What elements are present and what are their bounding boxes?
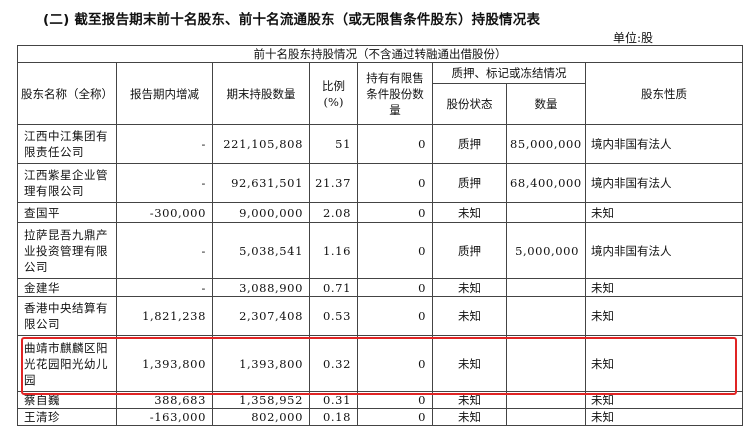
table-cell-nature: 未知 [585, 278, 743, 297]
header-change: 报告期内增减 [116, 62, 213, 125]
table-cell-status: 未知 [432, 335, 507, 392]
table-cell-nature: 未知 [585, 202, 743, 223]
table-cell-holding: 1,393,800 [212, 335, 310, 392]
table-cell-nature: 境内非国有法人 [585, 124, 743, 164]
table-cell-change: - [116, 124, 213, 164]
table-cell-ratio: 1.16 [309, 222, 358, 279]
header-pledge-status: 股份状态 [432, 83, 507, 125]
table-cell-ratio: 21.37 [309, 163, 358, 203]
shareholders-table: 前十名股东持股情况（不含通过转融通出借股份） 股东名称（全称） 报告期内增减 期… [17, 45, 743, 426]
table-cell-change: -163,000 [116, 408, 213, 426]
table-cell-ratio: 0.32 [309, 335, 358, 392]
table-cell-name: 查国平 [17, 202, 117, 223]
table-cell-name: 拉萨昆吾九鼎产业投资管理有限公司 [17, 222, 117, 279]
table-cell-nature: 未知 [585, 335, 743, 392]
table-cell-qty [506, 408, 586, 426]
table-row: 拉萨昆吾九鼎产业投资管理有限公司 -5,038,541 1.16 0 质押 5,000,0… [17, 222, 743, 279]
table-cell-change: 388,683 [116, 391, 213, 409]
table-cell-holding: 9,000,000 [212, 202, 310, 223]
table-cell-restricted: 0 [357, 391, 433, 409]
header-pledge-group: 质押、标记或冻结情况 [432, 62, 586, 84]
table-cell-ratio: 0.53 [309, 296, 358, 336]
table-cell-status: 未知 [432, 296, 507, 336]
table-cell-change: - [116, 163, 213, 203]
table-cell-nature: 未知 [585, 408, 743, 426]
table-cell-restricted: 0 [357, 124, 433, 164]
table-body: 江西中江集团有限责任公司 -221,105,808 51 0 质押 85,000,000 境… [17, 124, 743, 426]
header-name: 股东名称（全称） [17, 62, 117, 125]
table-cell-name: 江西中江集团有限责任公司 [17, 124, 117, 164]
table-cell-qty [506, 278, 586, 297]
table-cell-nature: 未知 [585, 296, 743, 336]
table-row: 蔡自巍 388,683 1,358,952 0.31 0 未知 未知 [17, 391, 743, 409]
table-cell-status: 未知 [432, 408, 507, 426]
header-restricted: 持有有限售条件股份数量 [357, 62, 433, 125]
table-cell-status: 质押 [432, 124, 507, 164]
header-holding: 期末持股数量 [212, 62, 310, 125]
table-caption: 前十名股东持股情况（不含通过转融通出借股份） [17, 45, 743, 63]
table-cell-qty [506, 202, 586, 223]
table-cell-qty [506, 391, 586, 409]
table-cell-nature: 境内非国有法人 [585, 222, 743, 279]
table-cell-holding: 2,307,408 [212, 296, 310, 336]
table-cell-ratio: 0.71 [309, 278, 358, 297]
table-cell-restricted: 0 [357, 222, 433, 279]
table-cell-holding: 221,105,808 [212, 124, 310, 164]
table-cell-change: 1,821,238 [116, 296, 213, 336]
table-cell-name: 曲靖市麒麟区阳光花园阳光幼儿园 [17, 335, 117, 392]
table-cell-ratio: 2.08 [309, 202, 358, 223]
table-cell-restricted: 0 [357, 278, 433, 297]
table-cell-holding: 3,088,900 [212, 278, 310, 297]
table-cell-nature: 境内非国有法人 [585, 163, 743, 203]
table-cell-status: 质押 [432, 222, 507, 279]
table-cell-name: 江西紫星企业管理有限公司 [17, 163, 117, 203]
table-cell-ratio: 0.31 [309, 391, 358, 409]
header-ratio: 比例(%) [309, 62, 358, 125]
table-cell-status: 未知 [432, 391, 507, 409]
table-cell-ratio: 0.18 [309, 408, 358, 426]
table-cell-holding: 5,038,541 [212, 222, 310, 279]
header-pledge-qty: 数量 [506, 83, 586, 125]
table-cell-name: 蔡自巍 [17, 391, 117, 409]
table-cell-restricted: 0 [357, 335, 433, 392]
table-row: 金建华 -3,088,900 0.71 0 未知 未知 [17, 278, 743, 297]
table-cell-change: - [116, 222, 213, 279]
table-cell-status: 质押 [432, 163, 507, 203]
table-cell-restricted: 0 [357, 202, 433, 223]
table-row: 香港中央结算有限公司 1,821,238 2,307,408 0.53 0 未知 未知 [17, 296, 743, 336]
table-row: 江西紫星企业管理有限公司 -92,631,501 21.37 0 质押 68,400,00… [17, 163, 743, 203]
table-cell-name: 香港中央结算有限公司 [17, 296, 117, 336]
table-row: 曲靖市麒麟区阳光花园阳光幼儿园 1,393,800 1,393,800 0.32 0 未知… [17, 335, 743, 392]
table-cell-nature: 未知 [585, 391, 743, 409]
table-row: 王清珍 -163,000 802,000 0.18 0 未知 未知 [17, 408, 743, 426]
table-row: 查国平 -300,000 9,000,000 2.08 0 未知 未知 [17, 202, 743, 223]
table-cell-holding: 1,358,952 [212, 391, 310, 409]
table-cell-restricted: 0 [357, 408, 433, 426]
table-cell-change: -300,000 [116, 202, 213, 223]
table-cell-holding: 802,000 [212, 408, 310, 426]
table-cell-qty: 68,400,000 [506, 163, 586, 203]
table-cell-ratio: 51 [309, 124, 358, 164]
table-cell-qty: 5,000,000 [506, 222, 586, 279]
table-cell-status: 未知 [432, 278, 507, 297]
table-cell-qty [506, 296, 586, 336]
section-title: (二) 截至报告期末前十名股东、前十名流通股东（或无限售条件股东）持股情况表 [43, 12, 541, 28]
table-cell-restricted: 0 [357, 296, 433, 336]
table-cell-status: 未知 [432, 202, 507, 223]
table-cell-holding: 92,631,501 [212, 163, 310, 203]
table-cell-change: - [116, 278, 213, 297]
table-row: 江西中江集团有限责任公司 -221,105,808 51 0 质押 85,000,000 境… [17, 124, 743, 164]
table-cell-restricted: 0 [357, 163, 433, 203]
table-cell-qty: 85,000,000 [506, 124, 586, 164]
unit-label: 单位:股 [612, 31, 653, 45]
header-nature: 股东性质 [585, 62, 743, 125]
table-cell-change: 1,393,800 [116, 335, 213, 392]
table-cell-qty [506, 335, 586, 392]
table-cell-name: 王清珍 [17, 408, 117, 426]
table-cell-name: 金建华 [17, 278, 117, 297]
